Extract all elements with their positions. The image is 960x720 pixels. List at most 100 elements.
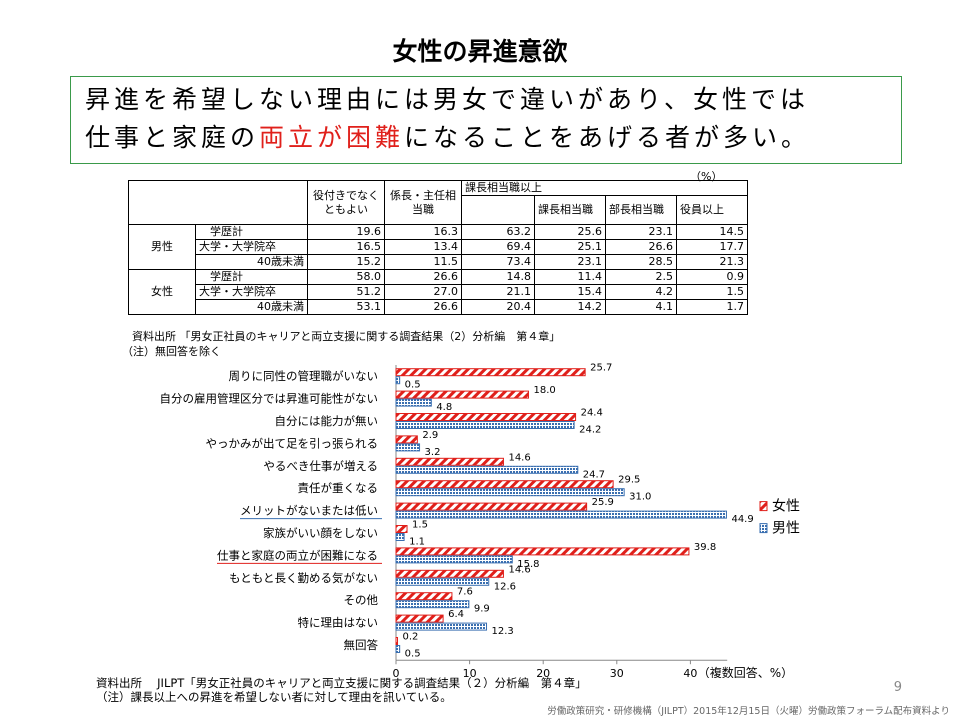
- bar-male: [395, 577, 490, 586]
- headline-emphasis: 困難: [346, 123, 405, 152]
- table-cell: 14.8: [461, 269, 535, 285]
- bar-male: [395, 421, 575, 429]
- bar-male: [395, 510, 727, 519]
- table-cell: 2.5: [605, 269, 677, 285]
- table-row: 女性 学歴計 58.0 26.6 14.8 11.4 2.5 0.9: [128, 269, 748, 315]
- table-unit: （%）: [690, 170, 723, 183]
- category-label: もともと長く勤める気がない: [229, 571, 378, 585]
- x-tick-label: 30: [610, 667, 624, 678]
- category-label: 無回答: [344, 638, 379, 652]
- chart-source: 資料出所 JILPT「男女正社員のキャリアと両立支援に関する調査結果（２）分析編…: [96, 676, 587, 704]
- headline-line-1: 昇進を希望しない理由には男女で違いがあり、女性では: [85, 85, 810, 114]
- table-cell: 51.2: [307, 284, 385, 300]
- bar-female: [395, 637, 398, 645]
- bar-male: [395, 533, 405, 541]
- category-label: やるべき仕事が増える: [263, 459, 378, 473]
- group-label: 女性: [128, 269, 196, 315]
- category-label: 周りに同性の管理職がいない: [229, 369, 379, 383]
- bar-male: [395, 622, 488, 631]
- bar-male: [395, 645, 401, 653]
- table-cell: 0.9: [676, 269, 748, 285]
- bar-female: [395, 413, 577, 421]
- x-tick-label: 10: [463, 667, 477, 678]
- data-label: 1.5: [412, 520, 428, 531]
- headline-emphasis: 両立が: [259, 123, 347, 152]
- data-label: 14.6: [508, 452, 530, 463]
- table-row: 40歳未満 53.1 26.6 20.4 14.2 4.1 1.7: [129, 299, 748, 315]
- table-cell: 53.1: [307, 299, 385, 315]
- group-label: 男性: [128, 224, 196, 270]
- legend-swatch: [759, 501, 768, 512]
- table-cell: 26.6: [384, 269, 462, 285]
- bar-female: [395, 368, 586, 377]
- headline-text: 仕事と家庭の: [85, 123, 260, 152]
- category-label: メリットがないまたは低い: [240, 504, 378, 518]
- data-label: 15.8: [517, 559, 539, 570]
- bar-male: [395, 600, 470, 609]
- data-label: 25.9: [592, 497, 614, 508]
- table-note: （注）無回答を除く: [122, 345, 221, 358]
- table-cell: 16.3: [384, 224, 462, 240]
- row-label: 大学・大学院卒: [195, 284, 308, 300]
- category-label: やっかみが出て足を引っ張られる: [206, 436, 379, 450]
- data-label: 4.8: [436, 402, 452, 413]
- x-tick-label: 0: [393, 667, 400, 678]
- data-label: 24.2: [579, 425, 601, 436]
- bar-male: [395, 376, 401, 385]
- table-source: 資料出所 「男女正社員のキャリアと両立支援に関する調査結果（2）分析編 第４章」: [132, 330, 561, 343]
- x-tick-label: 20: [536, 667, 550, 678]
- table-cell: 21.1: [461, 284, 535, 300]
- header-col4: 課長相当職: [534, 195, 606, 225]
- table-cell: 16.5: [307, 239, 385, 255]
- data-label: 1.1: [409, 537, 425, 548]
- table-cell: 23.1: [534, 254, 606, 270]
- x-tick-label: 40: [683, 667, 697, 678]
- slide-title: 女性の昇進意欲: [392, 37, 568, 66]
- table-cell: 4.2: [605, 284, 677, 300]
- table-cell: 14.2: [534, 299, 606, 315]
- table-cell: 73.4: [461, 254, 535, 270]
- legend-swatch: [759, 523, 768, 534]
- bar-female: [395, 457, 504, 466]
- data-label: 44.9: [731, 514, 753, 525]
- data-label: 0.5: [405, 649, 421, 660]
- data-label: 7.6: [457, 587, 473, 598]
- header-col5: 部長相当職: [605, 195, 677, 225]
- row-label: 学歴計: [195, 269, 308, 285]
- legend-label: 女性: [772, 498, 800, 515]
- bar-female: [395, 502, 588, 511]
- table-cell: 1.5: [676, 284, 748, 300]
- data-label: 0.2: [402, 632, 418, 643]
- table-cell: 26.6: [384, 299, 462, 315]
- bar-female: [395, 390, 529, 399]
- bar-female: [395, 614, 444, 623]
- headline-line-2: 仕事と家庭の両立が困難になることをあげる者が多い。: [85, 119, 887, 157]
- table-cell: 13.4: [384, 239, 462, 255]
- table-row: 大学・大学院卒 51.2 27.0 21.1 15.4 4.2 1.5: [129, 284, 748, 300]
- data-label: 39.8: [694, 542, 716, 553]
- table-cell: 21.3: [676, 254, 748, 270]
- table-cell: 4.1: [605, 299, 677, 315]
- header-col1: 役付きでなくともよい: [307, 180, 385, 225]
- bar-female: [395, 547, 690, 556]
- table-cell: 20.4: [461, 299, 535, 315]
- table-cell: 26.6: [605, 239, 677, 255]
- header-col3: [461, 195, 535, 225]
- header-col2: 係長・主任相当職: [384, 180, 462, 225]
- table-cell: 69.4: [461, 239, 535, 255]
- page-number: 9: [893, 680, 902, 695]
- summary-table: 役付きでなくともよい 係長・主任相当職 課長相当職以上 課長相当職 部長相当職 …: [128, 180, 748, 315]
- chart-note-line: （注）課長以上への昇進を希望しない者に対して理由を訊いている。: [96, 690, 452, 704]
- data-label: 12.6: [494, 581, 516, 592]
- data-label: 3.2: [425, 447, 441, 458]
- header-group: 課長相当職以上: [461, 180, 748, 196]
- bar-male: [395, 555, 513, 564]
- table-cell: 11.4: [534, 269, 606, 285]
- chart-source-line: 資料出所 JILPT「男女正社員のキャリアと両立支援に関する調査結果（２）分析編…: [96, 676, 587, 690]
- bar-male: [395, 443, 421, 452]
- table-cell: 25.1: [534, 239, 606, 255]
- data-label: 24.7: [583, 469, 605, 480]
- bar-male: [395, 488, 625, 497]
- table-cell: 58.0: [307, 269, 385, 285]
- table-row: 大学・大学院卒 16.5 13.4 69.4 25.1 26.6 17.7: [129, 239, 748, 255]
